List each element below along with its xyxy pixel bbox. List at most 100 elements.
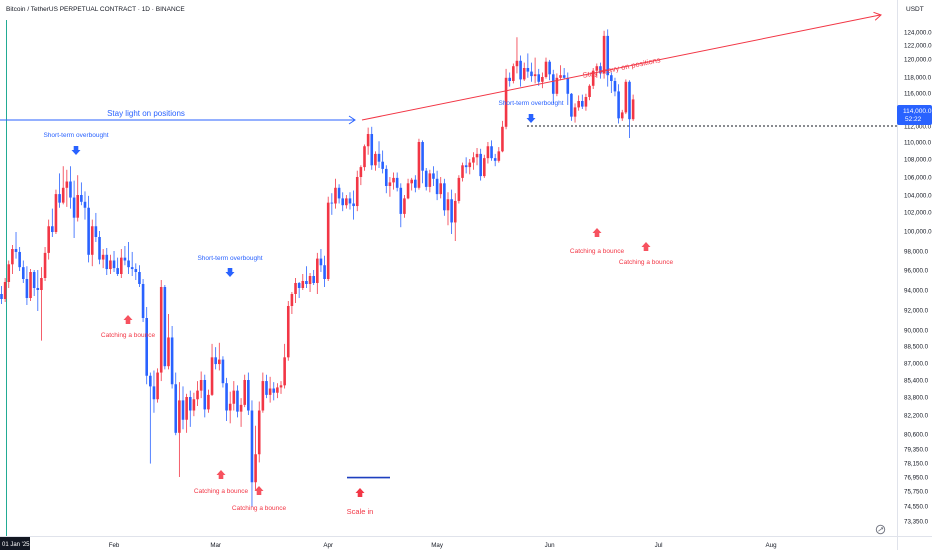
candle-body [388,182,392,186]
candle-body [90,226,94,255]
bounce-label: Catching a bounce [194,488,249,495]
candle-body [228,403,232,411]
candle-body [508,77,511,81]
candle-body [283,357,286,386]
candle-body [355,177,359,207]
candle-body [414,179,417,188]
candle-body [312,276,315,283]
candle-body [61,187,65,203]
candle-body [276,387,279,393]
candle-body [551,74,555,94]
candle-body [109,260,112,270]
candle-body [243,380,247,405]
price-tick-label: 87,000.0 [904,361,929,368]
candle-body [72,197,76,218]
candle-body [326,202,330,279]
candle-body [167,337,170,367]
candle-body [337,187,341,199]
price-tick-label: 122,000.0 [904,43,932,50]
arrow-down-icon [526,114,536,123]
candle-body [3,282,7,299]
price-tick-label: 106,000.0 [904,175,932,182]
candle-body [101,254,105,260]
candle-body [620,112,624,119]
candle-body [54,194,58,232]
candle-body [25,279,29,298]
candle-body [352,203,355,207]
candle-body [247,380,250,411]
arrow-up-icon [641,242,651,251]
candle-body [562,75,566,78]
candle-body [196,390,199,400]
price-tick-label: 124,000.0 [904,30,932,37]
candles-layer [0,29,635,507]
candle-body [178,400,181,433]
candle-body [116,268,119,274]
price-tick-label: 82,200.0 [904,413,929,420]
candle-body [319,258,323,266]
candle-body [450,199,453,223]
bounce-label: Catching a bounce [101,332,156,339]
gear-icon[interactable] [875,524,886,535]
time-axis[interactable]: Feb Mar Apr May Jun Jul Aug [109,542,777,549]
candle-body [192,399,196,411]
bounce-label: Catching a bounce [619,259,674,266]
candle-body [613,81,617,92]
candle-body [265,381,268,395]
candle-body [515,60,519,67]
price-axis[interactable]: 124,000.0 122,000.0 120,000.0 118,000.0 116,… [904,30,932,526]
candle-body [170,337,174,385]
scale-in-label: Scale in [347,507,374,516]
price-tag-timer: 52:22 [905,116,922,123]
candle-body [468,162,472,168]
candle-body [617,91,620,119]
price-tick-label: 75,750.0 [904,489,929,496]
candle-body [577,101,580,108]
candle-body [610,75,613,81]
candle-body [363,146,366,168]
time-tick-label: Jul [655,542,663,549]
candle-body [83,201,87,208]
overbought-label: Short-term overbought [197,255,262,262]
price-tick-label: 110,000.0 [904,140,932,147]
candle-body [406,183,410,199]
candle-body [464,165,468,168]
candle-body [14,249,18,252]
price-tick-label: 92,000.0 [904,308,929,315]
candle-body [421,142,424,171]
candle-body [159,287,163,373]
candle-body [522,68,526,80]
candle-body [203,380,207,410]
candle-body [123,257,127,261]
candle-body [149,375,152,387]
candle-body [366,134,370,147]
candle-body [308,276,312,284]
candle-body [294,283,297,294]
candle-body [0,294,3,299]
price-tick-label: 104,000.0 [904,193,932,200]
candle-body [98,237,101,260]
price-tick-label: 85,400.0 [904,378,929,385]
candle-body [185,397,188,420]
candle-body [482,158,486,177]
candle-body [181,400,185,420]
candle-body [7,264,11,282]
candle-body [279,385,283,388]
candle-body [374,153,377,166]
candle-body [11,249,14,265]
candle-body [112,260,116,269]
candle-body [472,157,475,163]
candle-body [479,153,482,177]
price-tick-label: 78,150.0 [904,461,929,468]
candle-body [504,77,508,127]
candle-body [330,202,334,204]
candle-body [58,194,61,203]
candle-body [628,81,631,120]
candle-body [599,66,602,74]
candle-body [214,357,217,365]
stay-heavy-arrow [361,14,881,121]
candle-body [94,226,98,237]
bounce-label: Catching a bounce [232,505,287,512]
candle-body [392,177,395,183]
